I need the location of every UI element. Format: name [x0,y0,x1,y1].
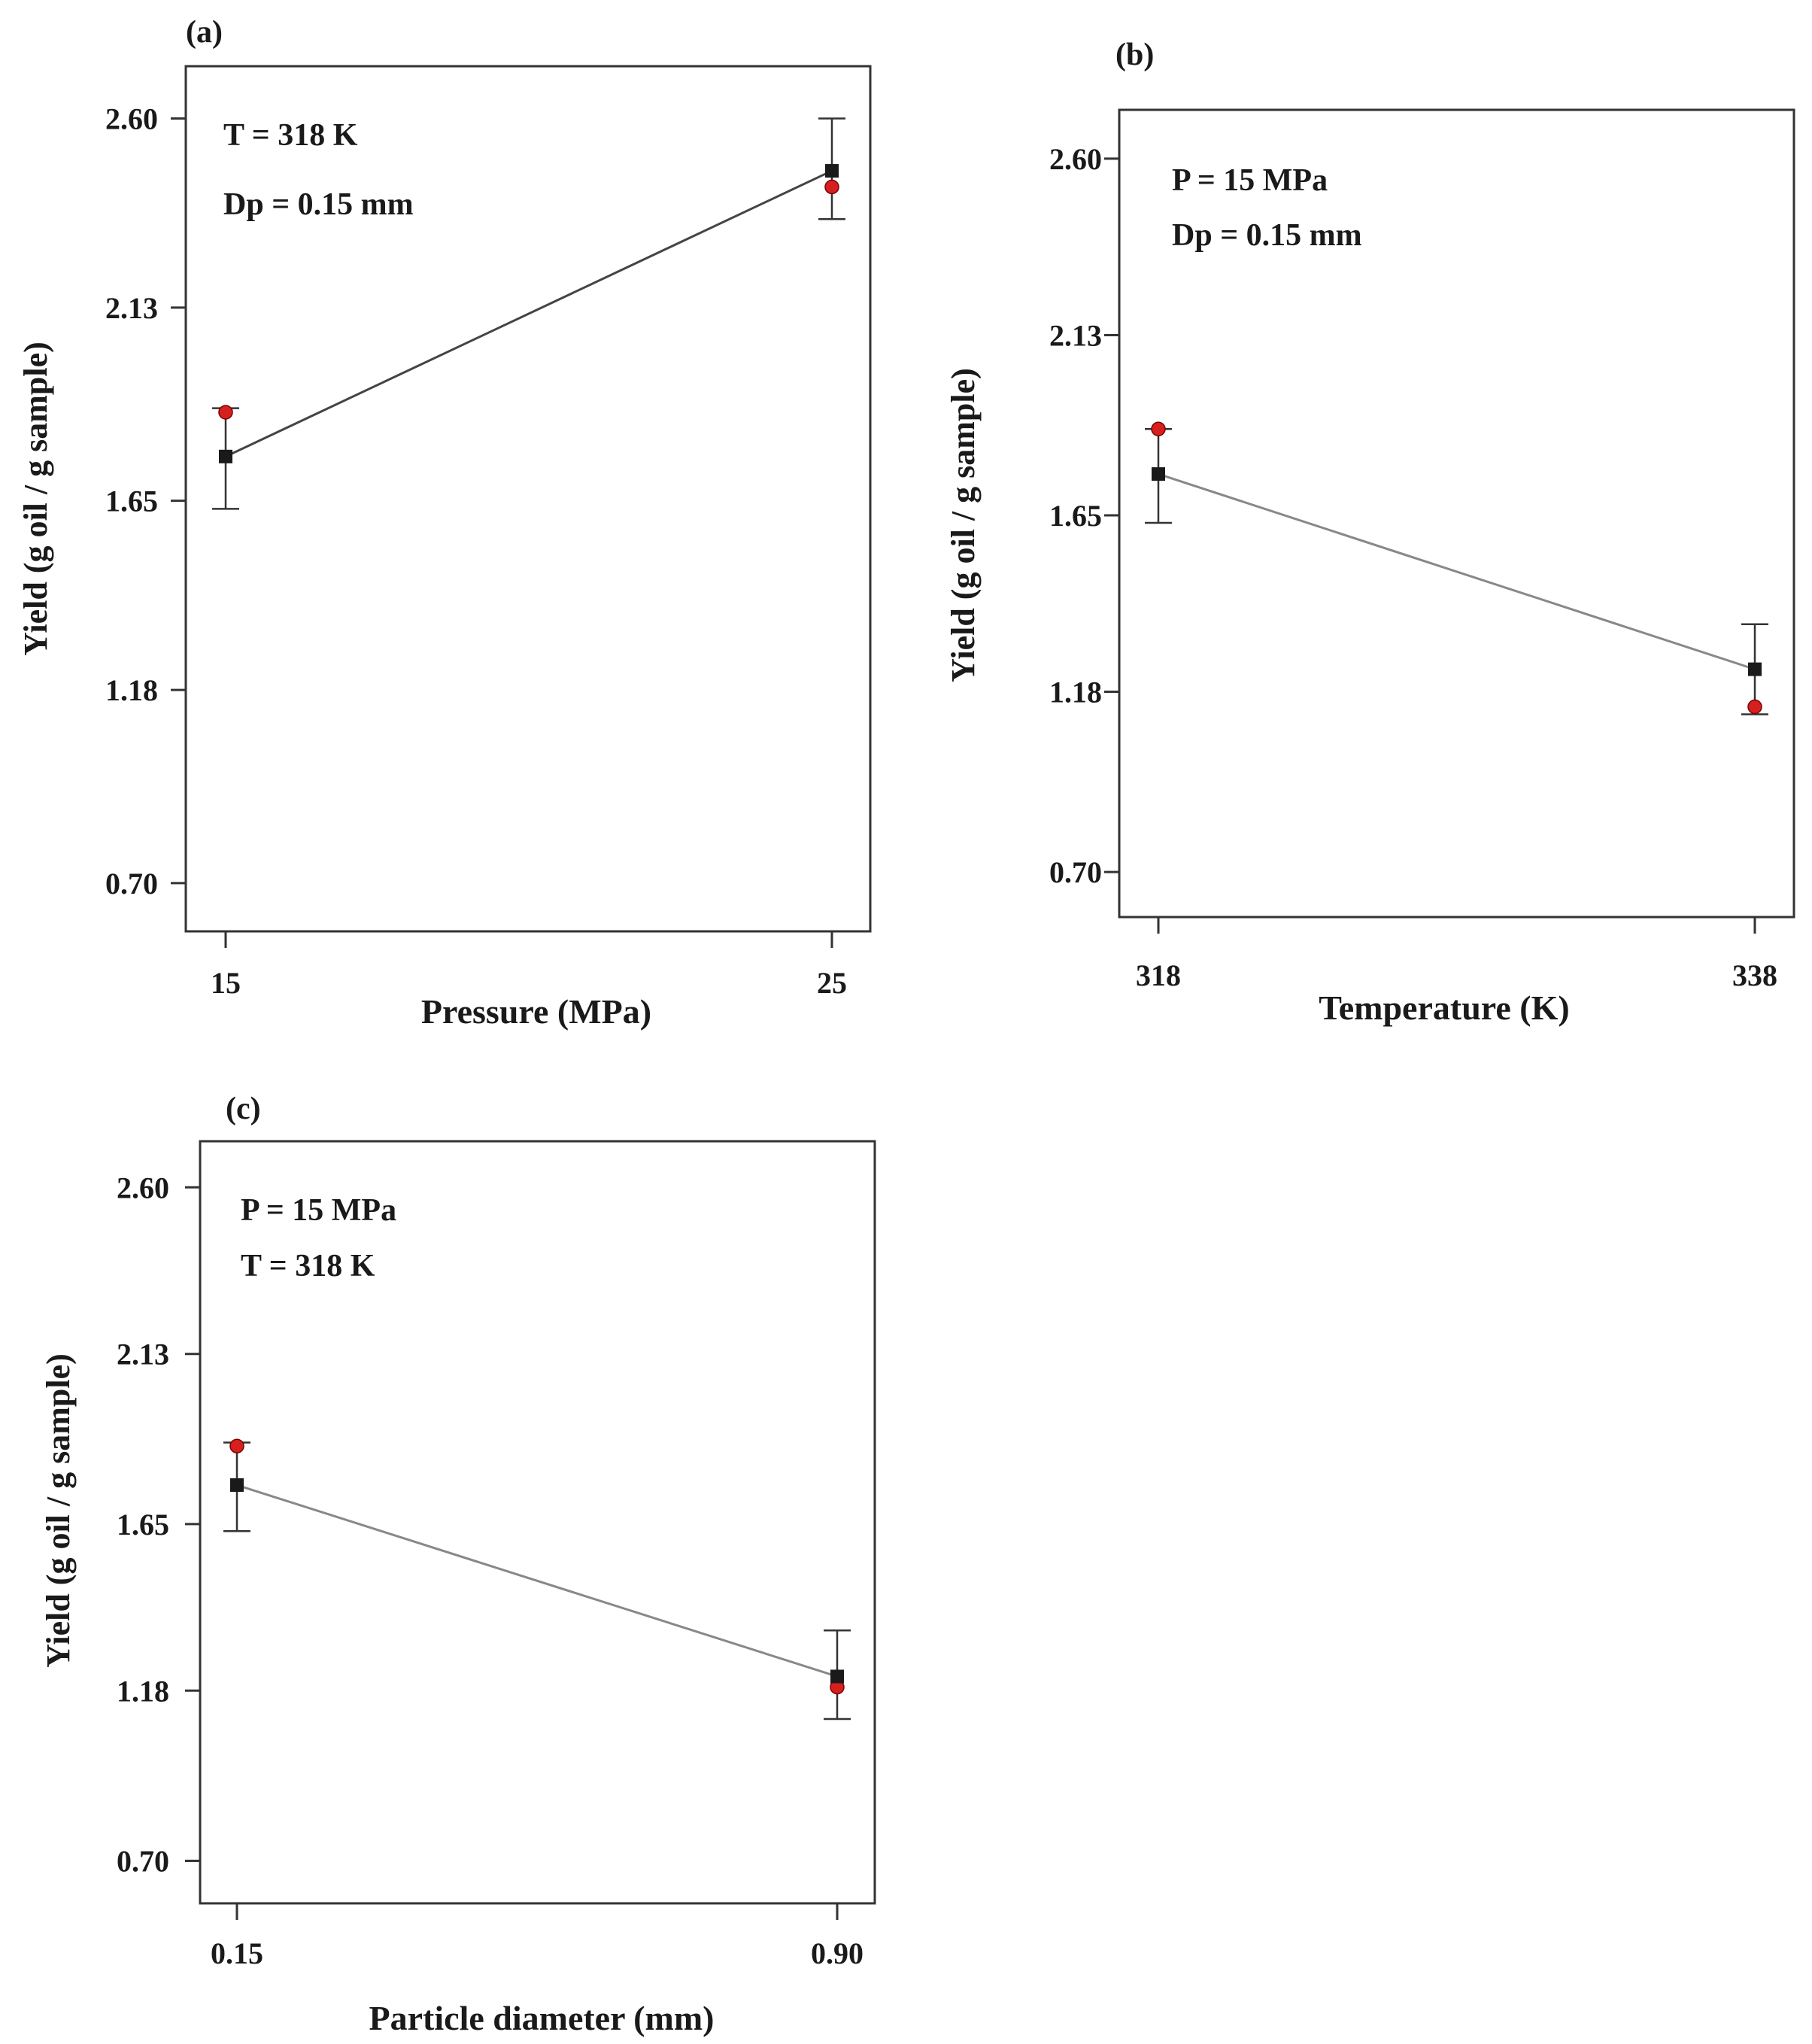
y-axis-label: Yield (g oil / g sample) [945,368,982,682]
annotation-temperature: T = 318 K [241,1249,375,1283]
y-tick-label: 1.18 [1049,676,1102,709]
x-tick-label: 25 [817,966,847,1000]
panel-label: (a) [186,15,223,50]
x-axis-label: Pressure (MPa) [421,992,651,1031]
y-tick-label: 2.60 [117,1171,169,1204]
y-tick-label: 0.70 [117,1844,169,1878]
y-tick-label: 1.18 [105,673,158,707]
experimental-point [229,1438,244,1453]
y-tick-label: 2.13 [1049,318,1102,352]
predicted-point [219,449,232,463]
x-axis-label: Temperature (K) [1319,989,1569,1027]
y-tick-label: 2.13 [105,291,158,325]
panel-a: (a) T = 318 K Dp = 0.15 mm Pressure (MPa… [17,15,872,1031]
y-tick-label: 1.65 [117,1508,169,1541]
y-tick-label: 2.60 [105,102,158,136]
plot-frame [184,65,872,933]
y-tick-label: 1.18 [117,1674,169,1708]
annotation-pressure: P = 15 MPa [1172,163,1328,198]
predicted-point [230,1478,244,1493]
x-tick-label: 0.15 [211,1936,263,1970]
annotation-particle-diameter: Dp = 0.15 mm [223,187,414,222]
experimental-point [824,179,839,195]
y-tick-label: 1.65 [105,484,158,518]
y-tick-label: 2.13 [117,1338,169,1371]
y-tick-label: 0.70 [1049,855,1102,889]
y-tick-label: 2.60 [1049,142,1102,176]
annotation-particle-diameter: Dp = 0.15 mm [1172,218,1362,253]
y-tick-label: 0.70 [105,867,158,901]
panel-c: (c) P = 15 MPa T = 318 K Particle diamet… [40,1092,876,2037]
experimental-point [218,405,233,420]
predicted-point [1748,662,1762,676]
plot-frame [1118,108,1795,919]
panel-label: (c) [226,1092,261,1126]
y-axis-label: Yield (g oil / g sample) [40,1353,77,1668]
experimental-point [1151,421,1166,436]
experimental-point [1747,699,1762,715]
series-line-predicted [225,169,833,458]
x-tick-label: 15 [211,966,241,1000]
plot-frame [199,1140,876,1905]
x-tick-label: 338 [1732,958,1777,992]
panel-b: (b) P = 15 MPa Dp = 0.15 mm Temperature … [945,38,1795,1027]
series-line-predicted [236,1484,838,1678]
predicted-point [830,1669,844,1684]
panel-label: (b) [1115,38,1154,72]
predicted-point [1152,467,1165,481]
series-line-predicted [1158,472,1756,671]
y-axis-label: Yield (g oil / g sample) [17,342,54,656]
x-axis-label: Particle diameter (mm) [369,1999,715,2037]
annotation-pressure: P = 15 MPa [241,1193,396,1228]
predicted-point [825,164,839,178]
x-tick-label: 318 [1136,958,1181,992]
y-tick-label: 1.65 [1049,499,1102,533]
annotation-temperature: T = 318 K [223,118,358,153]
x-tick-label: 0.90 [811,1936,864,1970]
